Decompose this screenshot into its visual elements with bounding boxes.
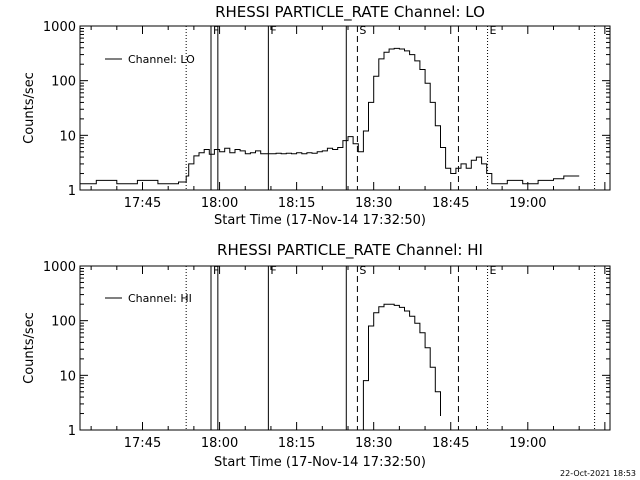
x-tick-label: 18:30 [355, 196, 392, 211]
lo-y-axis-label: Counts/sec [22, 72, 37, 144]
lo-channel-panel: RHESSI PARTICLE_RATE Channel: LO F F S E 17… [22, 3, 611, 228]
marker-label-f: F [213, 24, 219, 37]
y-tick-label: 1000 [43, 20, 76, 35]
lo-x-ticks: 17:45 18:00 18:15 18:30 18:45 19:00 [90, 26, 606, 211]
marker-label-s: S [359, 24, 366, 37]
generation-timestamp: 22-Oct-2021 18:53 [560, 469, 636, 478]
y-tick-label: 10 [59, 369, 76, 384]
x-tick-label: 18:45 [432, 196, 469, 211]
hi-plot-frame [79, 265, 611, 431]
hi-chart-title: RHESSI PARTICLE_RATE Channel: HI [217, 241, 483, 260]
hi-channel-panel: RHESSI PARTICLE_RATE Channel: HI F F S E 17… [22, 241, 611, 470]
x-tick-label: 18:00 [201, 436, 238, 451]
hi-y-ticks: 1 10 100 1000 [43, 260, 610, 439]
x-tick-label: 18:45 [432, 436, 469, 451]
x-tick-label: 18:15 [278, 196, 315, 211]
x-tick-label: 19:00 [509, 196, 546, 211]
lo-series-line [80, 47, 580, 185]
x-tick-label: 19:00 [509, 436, 546, 451]
marker-label-f: F [270, 264, 276, 277]
x-tick-label: 18:00 [201, 196, 238, 211]
lo-legend-label: Channel: LO [128, 53, 195, 66]
y-tick-label: 100 [51, 315, 76, 330]
x-tick-label: 17:45 [124, 436, 161, 451]
x-tick-label: 18:30 [355, 436, 392, 451]
hi-legend-label: Channel: HI [128, 292, 192, 305]
marker-label-s: S [359, 264, 366, 277]
x-tick-label: 17:45 [124, 196, 161, 211]
hi-y-axis-label: Counts/sec [22, 312, 37, 384]
lo-chart-title: RHESSI PARTICLE_RATE Channel: LO [215, 3, 485, 22]
y-tick-label: 100 [51, 75, 76, 90]
y-tick-label: 1 [68, 424, 76, 439]
lo-plot-frame [79, 25, 611, 191]
marker-label-f: F [213, 264, 219, 277]
marker-label-f: F [270, 24, 276, 37]
y-tick-label: 1 [68, 184, 76, 199]
hi-x-ticks: 17:45 18:00 18:15 18:30 18:45 19:00 [90, 266, 606, 451]
hi-x-axis-label: Start Time (17-Nov-14 17:32:50) [214, 455, 426, 470]
marker-label-e: E [490, 24, 497, 37]
lo-x-axis-label: Start Time (17-Nov-14 17:32:50) [214, 213, 426, 228]
hi-series-line [361, 303, 441, 431]
y-tick-label: 1000 [43, 260, 76, 275]
x-tick-label: 18:15 [278, 436, 315, 451]
y-tick-label: 10 [59, 129, 76, 144]
marker-label-e: E [490, 264, 497, 277]
lo-y-ticks: 1 10 100 1000 [43, 20, 610, 199]
